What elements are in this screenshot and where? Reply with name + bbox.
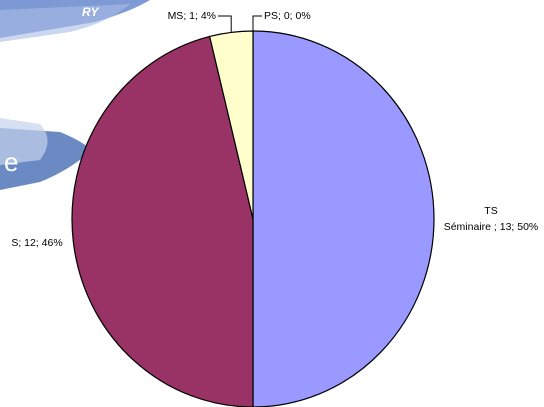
data-label-ts-line1: TS [484, 205, 497, 217]
pie-slice-ts-s-minaire [252, 30, 435, 407]
background-banner: RY e [0, 0, 150, 190]
data-label-s: S; 12; 46% [11, 237, 62, 249]
data-label-ms: MS; 1; 4% [168, 10, 216, 22]
banner-text-top: RY [82, 5, 99, 19]
leader-line-ms [218, 15, 232, 33]
data-label-ts-line2: Séminaire ; 13; 50% [444, 221, 539, 233]
pie-labels: PS; 0; 0% MS; 1; 4% TS Séminaire ; 13; 50% S… [11, 10, 538, 249]
banner-text-bottom: e [4, 147, 18, 177]
pie-slices [71, 30, 435, 407]
data-label-ps: PS; 0; 0% [264, 10, 311, 22]
leader-line-ps [252, 15, 262, 31]
pie-slice-s [71, 35, 254, 407]
